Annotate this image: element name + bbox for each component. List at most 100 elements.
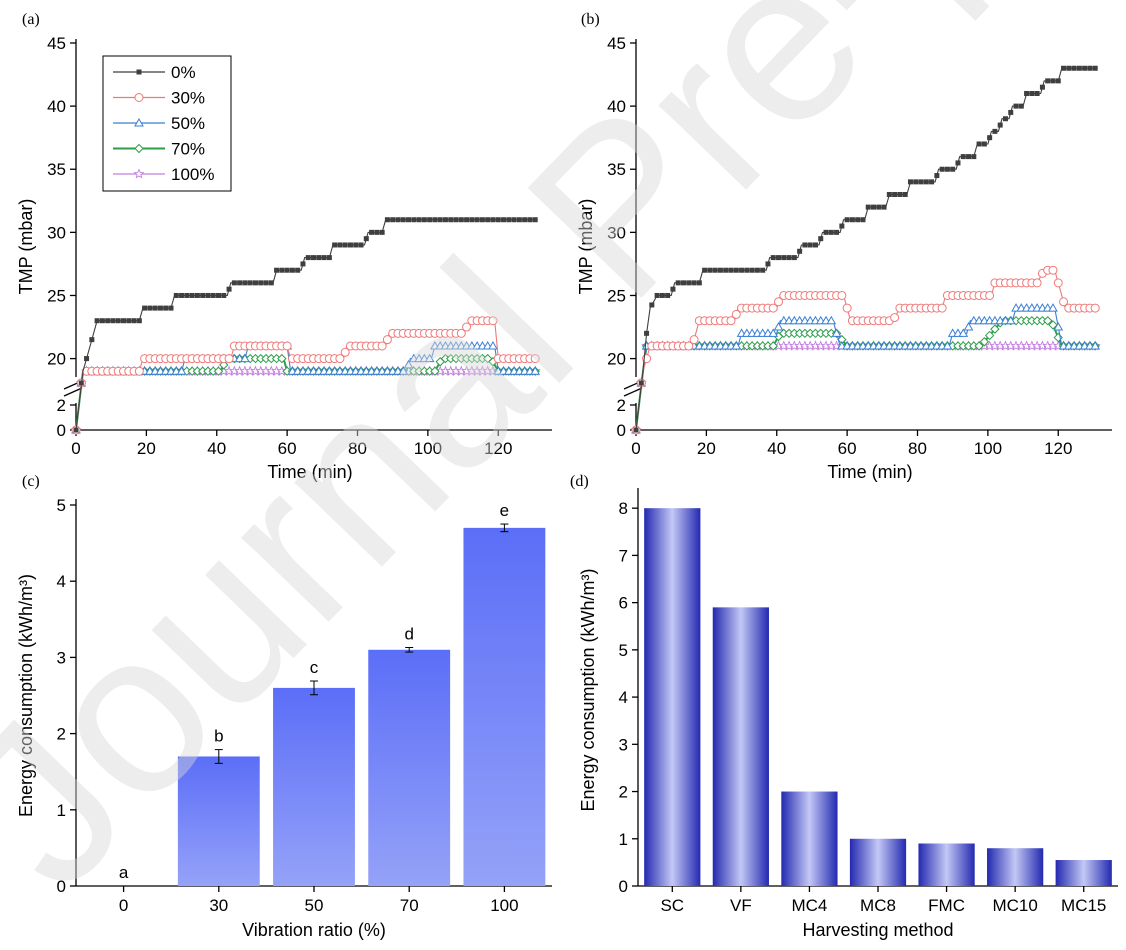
series-marker-0% [332,242,338,248]
series-marker-0% [321,255,327,261]
legend-label: 0% [171,63,196,82]
series-marker-0% [1018,103,1024,109]
series-marker-0% [939,166,945,172]
x-tick-label: 100 [974,439,1002,458]
series-line-50% [635,307,1097,431]
series-marker-0% [184,292,190,298]
series-marker-0% [966,154,972,160]
y-tick-label: 0 [57,877,66,896]
series-marker-0% [305,255,311,261]
series-marker-0% [511,217,517,223]
y-tick-label: 45 [607,34,626,53]
series-marker-0% [929,179,935,185]
panel-label: (b) [581,11,600,28]
series-marker-0% [659,292,665,298]
series-marker-0% [686,280,692,286]
bar-50 [273,687,355,886]
series-marker-0% [147,305,153,311]
series-marker-70% [430,366,440,376]
series-marker-0% [157,305,163,311]
bar-MC8 [849,838,907,886]
series-marker-0% [295,267,301,273]
series-marker-0% [675,280,681,286]
series-marker-0% [754,267,760,273]
series-marker-0% [918,179,924,185]
x-tick-label: 20 [697,439,716,458]
series-marker-30% [985,290,995,300]
y-tick-label: 30 [607,223,626,242]
series-marker-0% [1050,78,1056,84]
x-tick-label: 120 [1044,439,1072,458]
series-marker-50% [773,322,784,331]
series-marker-30% [462,322,472,332]
series-marker-0% [163,305,169,311]
series-marker-0% [115,318,121,324]
series-marker-0% [369,229,375,235]
series-marker-0% [786,255,792,261]
y-axis-title: Energy consumption (kWh/m³) [578,568,598,811]
x-tick-label: 50 [305,896,324,915]
series-marker-0% [1082,65,1088,71]
y-axis-title: Energy consumption (kWh/m³) [16,574,36,817]
series-marker-70% [213,366,224,376]
series-marker-0% [860,217,866,223]
series-marker-30% [937,303,947,313]
legend-label: 30% [171,89,205,108]
series-marker-0% [839,223,845,229]
series-marker-30% [1059,297,1069,307]
series-marker-30% [282,341,292,351]
y-axis-title: TMP (mbar) [16,199,36,295]
y-tick-label: 1 [57,801,66,820]
series-marker-0% [733,267,739,273]
y-tick-label: 2 [617,396,626,415]
series-marker-30% [224,354,234,364]
series-marker-50% [831,328,842,337]
series-marker-0% [363,236,369,242]
series-marker-0% [897,191,903,197]
x-tick-label: MC10 [992,896,1037,915]
series-marker-0% [501,217,507,223]
series-marker-30% [377,341,387,351]
y-tick-label: 30 [47,223,66,242]
x-tick-label: MC4 [791,896,827,915]
series-marker-0% [871,204,877,210]
series-marker-0% [633,427,639,433]
series-marker-0% [416,217,422,223]
series-marker-0% [205,292,211,298]
series-marker-0% [913,179,919,185]
legend-label: 50% [171,114,205,133]
series-marker-0% [665,292,671,298]
legend-marker [134,143,144,154]
series-marker-0% [237,280,243,286]
y-tick-label: 40 [47,97,66,116]
series-marker-0% [1045,78,1051,84]
series-marker-50% [731,340,742,350]
series-marker-0% [395,217,401,223]
series-marker-0% [216,292,222,298]
y-tick-label: 5 [57,496,66,515]
series-marker-0% [760,267,766,273]
series-marker-0% [681,280,687,286]
x-tick-label: 60 [838,439,857,458]
bar-FMC [918,843,975,886]
y-tick-label: 2 [619,783,628,802]
series-marker-0% [892,191,898,197]
y-tick-label: 0 [617,421,626,440]
series-marker-0% [358,242,364,248]
series-marker-0% [802,242,808,248]
series-marker-0% [121,318,127,324]
bar-MC10 [987,848,1044,886]
series-marker-30% [768,303,778,313]
bar-100 [463,527,546,886]
bar-VF [712,607,769,886]
series-marker-70% [1042,316,1053,326]
series-marker-30% [731,309,741,319]
series-marker-0% [210,292,216,298]
series-marker-0% [453,217,459,223]
series-marker-0% [189,292,195,298]
series-marker-0% [168,305,174,311]
series-marker-0% [739,267,745,273]
series-marker-0% [1002,116,1008,122]
